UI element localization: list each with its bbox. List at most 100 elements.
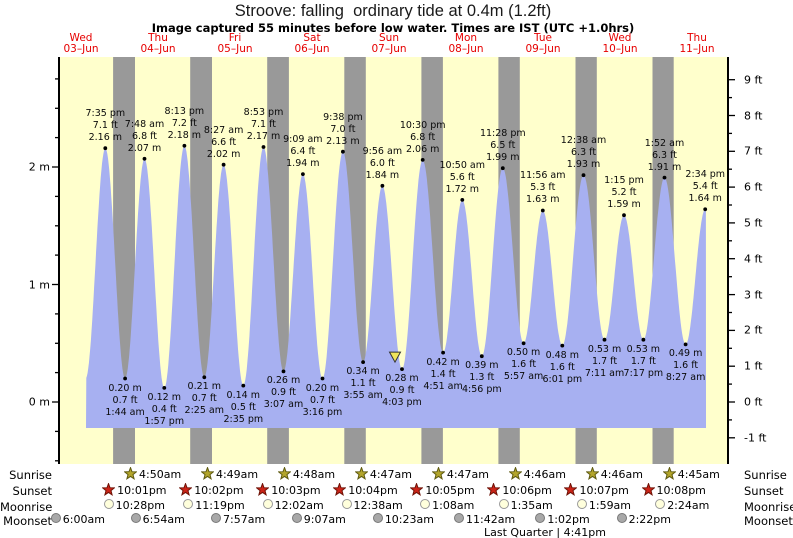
moonrise-time: 10:28pm: [115, 499, 165, 512]
high-tide-label: 10:30 pm 6.8 ft 2.06 m: [399, 119, 446, 155]
tide-extreme-dot: [380, 183, 385, 188]
y-tick-label-right: 2 ft: [744, 323, 763, 337]
low-tide-label: 0.49 m 1.6 ft 8:27 am: [665, 348, 706, 384]
tide-extreme-dot: [560, 343, 565, 348]
tide-extreme-dot: [281, 369, 286, 374]
moonset-time: 7:57am: [223, 513, 266, 526]
tide-extreme-dot: [521, 341, 526, 346]
low-tide-label: 0.21 m 0.7 ft 2:25 am: [184, 381, 224, 417]
moonset-moon-icon: [130, 513, 141, 526]
moonset-row-label-left: Moonset: [3, 514, 52, 528]
high-tide-label: 1:52 am 6.3 ft 1.91 m: [644, 137, 685, 173]
moonset-entry: 2:22pm: [616, 513, 671, 526]
moonrise-row-label-right: Moonrise: [744, 500, 793, 514]
sunrise-star-icon: [662, 467, 676, 481]
high-tide-label: 9:56 am 6.0 ft 1.84 m: [362, 145, 403, 181]
sunrise-star-icon: [124, 467, 137, 481]
moonset-moon-icon: [454, 513, 465, 526]
high-tide-label: 9:09 am 6.4 ft 1.94 m: [283, 134, 323, 170]
day-label: Sun 07–Jun: [371, 32, 407, 55]
moonset-time: 1:02pm: [547, 513, 590, 526]
tide-extreme-dot: [540, 208, 545, 213]
y-tick-label-right: 3 ft: [744, 288, 763, 302]
tide-extreme-dot: [479, 354, 484, 359]
low-tide-label: 0.42 m 1.4 ft 4:51 am: [423, 356, 463, 392]
moonrise-time: 1:59am: [588, 499, 632, 512]
sunset-star-icon: [179, 483, 193, 497]
tide-extreme-dot: [202, 375, 207, 380]
sunset-entry: 10:08pm: [641, 483, 706, 497]
moonset-entry: 1:02pm: [535, 513, 590, 526]
low-tide-label: 0.28 m 0.9 ft 4:03 pm: [382, 373, 422, 409]
moonset-entry: 7:57am: [211, 513, 265, 526]
sunset-entry: 10:06pm: [487, 483, 552, 497]
high-tide-label: 12:38 am 6.3 ft 1.93 m: [560, 135, 607, 171]
moonrise-entry: 12:38am: [341, 499, 403, 512]
sunset-time: 10:01pm: [117, 483, 167, 497]
sunset-entry: 10:02pm: [179, 483, 244, 497]
low-tide-label: 0.50 m 1.6 ft 5:57 am: [503, 347, 544, 383]
low-tide-label: 0.26 m 0.9 ft 3:07 am: [263, 375, 304, 411]
y-tick-label-right: 8 ft: [744, 109, 763, 122]
day-label: Tue 09–Jun: [525, 32, 561, 55]
tide-extreme-dot: [641, 337, 646, 342]
sunrise-star-icon: [508, 467, 522, 481]
moonset-moon-icon: [616, 513, 627, 526]
moonset-entry: 6:54am: [130, 513, 185, 526]
tide-extreme-dot: [683, 342, 688, 347]
tide-extreme-dot: [662, 175, 667, 180]
high-tide-label: 9:38 pm 7.0 ft 2.13 m: [323, 111, 363, 147]
low-tide-label: 0.53 m 1.7 ft 7:17 pm: [623, 343, 664, 379]
sunset-entry: 10:04pm: [333, 483, 398, 497]
tide-extreme-dot: [460, 198, 465, 202]
tide-extreme-dot: [602, 337, 607, 342]
tide-extreme-dot: [162, 386, 167, 390]
tide-area: [86, 145, 706, 429]
y-tick-label-right: 7 ft: [744, 144, 763, 158]
moonrise-moon-icon: [576, 499, 587, 512]
high-tide-label: 11:56 am 5.3 ft 1.63 m: [520, 170, 566, 206]
sunset-time: 10:07pm: [579, 483, 629, 497]
tide-extreme-dot: [103, 146, 108, 151]
high-tide-label: 8:13 pm 7.2 ft 2.18 m: [164, 105, 205, 141]
y-tick-label-right: -1 ft: [744, 431, 767, 445]
high-tide-label: 8:53 pm 7.1 ft 2.17 m: [243, 107, 284, 143]
moonset-moon-icon: [291, 513, 302, 526]
tide-extreme-dot: [581, 173, 586, 178]
low-tide-label: 0.20 m 0.7 ft 3:16 pm: [302, 382, 343, 418]
sunrise-time: 4:46am: [523, 467, 566, 481]
low-tide-label: 0.48 m 1.6 ft 6:01 pm: [542, 349, 583, 385]
tide-extreme-dot: [500, 166, 505, 171]
high-tide-label: 10:50 am 5.6 ft 1.72 m: [439, 159, 485, 195]
high-tide-label: 7:35 pm 7.1 ft 2.16 m: [85, 108, 126, 144]
moonrise-moon-icon: [420, 499, 431, 512]
moonset-time: 10:23am: [384, 513, 434, 526]
y-tick-label-left: 1 m: [28, 278, 50, 291]
tide-extreme-dot: [622, 213, 626, 218]
moonset-time: 6:54am: [142, 513, 185, 526]
sunset-entry: 10:05pm: [410, 483, 475, 497]
moonset-moon-icon: [211, 513, 221, 526]
tide-extreme-dot: [241, 383, 246, 388]
tide-extreme-dot: [420, 158, 425, 162]
sunrise-time: 4:50am: [139, 467, 182, 481]
y-tick-label-right: 0 ft: [744, 395, 763, 409]
sunset-time: 10:08pm: [656, 483, 706, 497]
sunrise-row-label-left: Sunrise: [9, 468, 52, 482]
high-tide-label: 7:48 am 6.8 ft 2.07 m: [124, 118, 165, 154]
y-tick-label-left: 0 m: [28, 395, 50, 409]
low-tide-label: 0.34 m 1.1 ft 3:55 am: [343, 366, 383, 402]
y-tick-label-right: 1 ft: [744, 359, 763, 373]
low-tide-label: 0.12 m 0.4 ft 1:57 pm: [144, 391, 185, 427]
sunrise-time: 4:46am: [600, 467, 643, 481]
moonrise-time: 1:08am: [432, 499, 475, 512]
moonset-entry: 10:23am: [372, 513, 434, 526]
moonrise-time: 12:02am: [274, 499, 324, 512]
day-label: Sat 06–Jun: [294, 32, 330, 55]
tide-extreme-dot: [400, 367, 404, 371]
sunrise-time: 4:45am: [677, 467, 720, 481]
sunrise-time: 4:47am: [446, 467, 490, 481]
sunrise-entry: 4:45am: [662, 467, 720, 481]
moonset-time: 2:22pm: [628, 513, 671, 526]
sunrise-entry: 4:50am: [124, 467, 181, 481]
